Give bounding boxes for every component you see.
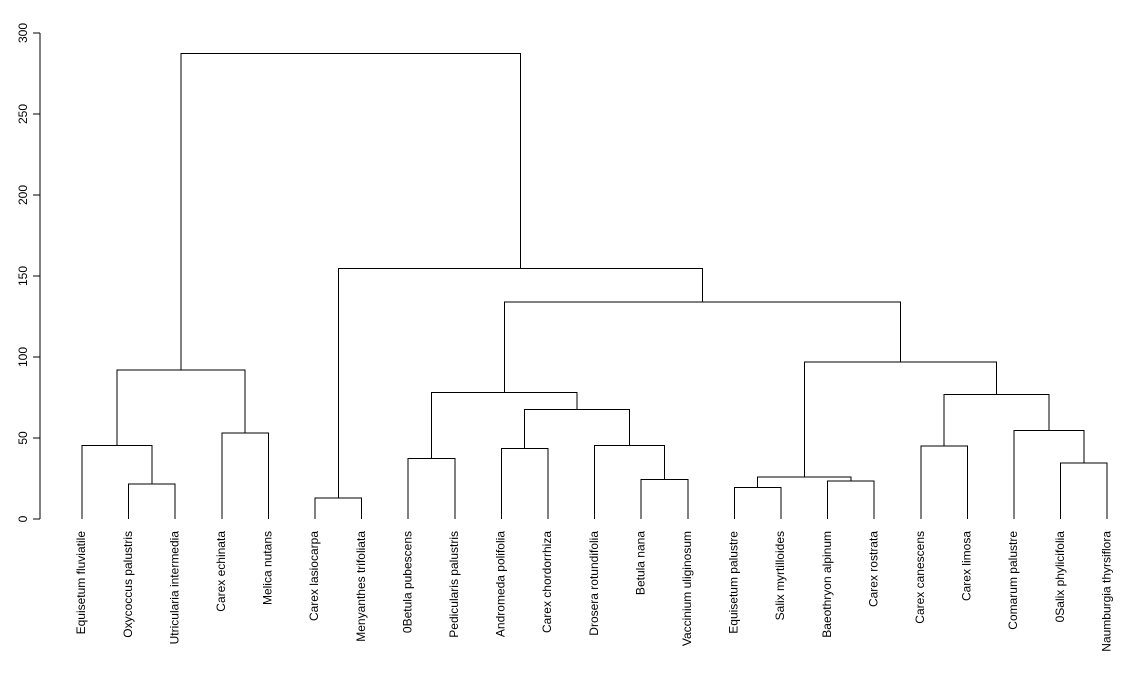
leaf-label: Pedicularis palustris [447, 531, 461, 638]
dendrogram-link [943, 393, 1050, 447]
dendrogram-link [640, 478, 689, 519]
leaf-label: Equisetum palustre [727, 531, 741, 634]
leaf-label: Baeothryon alpinum [820, 531, 834, 638]
dendrogram-link [524, 409, 631, 449]
leaf-label: Carex rostrata [866, 531, 880, 607]
leaf-labels: Equisetum fluviatile Oxycoccus palustris U… [74, 531, 1113, 652]
y-axis: 0 50 100 150 200 250 300 [16, 23, 41, 522]
dendrogram-link [337, 268, 703, 498]
dendrogram-link [1060, 462, 1108, 519]
dendrogram-links [81, 52, 1108, 519]
dendrogram-link [128, 483, 176, 519]
dendrogram-link [503, 301, 901, 393]
y-tick-label: 50 [16, 431, 30, 445]
y-tick-label: 100 [16, 347, 30, 367]
leaf-label: Andromeda polifolia [494, 531, 508, 637]
dendrogram-link [920, 445, 968, 519]
leaf-label: Carex canescens [913, 531, 927, 624]
leaf-label: Vaccinium uliginosum [680, 531, 694, 646]
leaf-label: Naumburgia thyrsiflora [1099, 531, 1113, 652]
dendrogram-link [407, 457, 456, 519]
leaf-label: Carex limosa [960, 531, 974, 601]
dendrogram-link [827, 480, 875, 519]
leaf-label: Equisetum fluviatile [74, 531, 88, 635]
dendrogram-link [733, 486, 782, 519]
y-tick-label: 250 [16, 104, 30, 124]
leaf-label: Carex lasiocarpa [307, 531, 321, 621]
dendrogram-link [81, 444, 153, 519]
leaf-label: Menyanthes trifoliata [354, 531, 368, 642]
dendrogram-link [594, 444, 665, 519]
leaf-label: Comarum palustre [1006, 531, 1020, 630]
leaf-label: Betula nana [633, 531, 647, 595]
dendrogram-link [116, 369, 246, 446]
leaf-label: Utricularia intermedia [167, 531, 181, 645]
leaf-label: 0Salix phylicifolia [1053, 531, 1067, 623]
dendrogram-link [180, 52, 521, 370]
leaf-label: Melica nutans [261, 531, 275, 605]
leaf-label: Salix myrtilloides [773, 531, 787, 620]
y-tick-label: 0 [16, 515, 30, 522]
dendrogram-link [314, 497, 363, 519]
dendrogram-link [221, 432, 269, 519]
y-tick-label: 150 [16, 266, 30, 286]
dendrogram-link [1013, 430, 1085, 519]
y-tick-label: 200 [16, 185, 30, 205]
leaf-label: Drosera rotundifolia [587, 531, 601, 636]
y-tick-label: 300 [16, 23, 30, 43]
leaf-label: Carex chordorrhiza [540, 531, 554, 633]
leaf-label: Oxycoccus palustris [121, 531, 135, 638]
leaf-label: Carex echinata [214, 531, 228, 612]
dendrogram-link [757, 476, 852, 488]
leaf-label: 0Betula pubescens [400, 531, 414, 633]
dendrogram-link [500, 448, 549, 519]
